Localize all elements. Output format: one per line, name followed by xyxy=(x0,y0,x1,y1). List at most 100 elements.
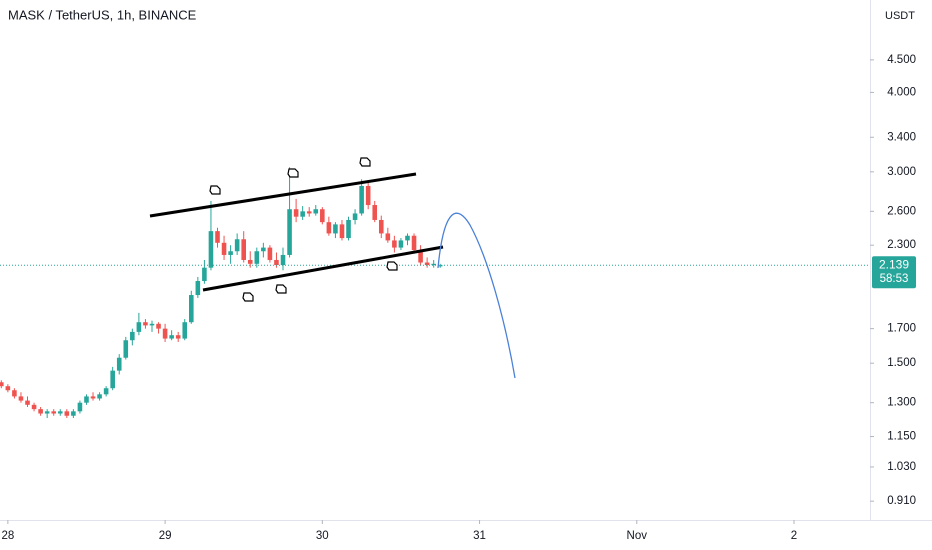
currency-label: USDT xyxy=(885,10,915,22)
y-tick-label: 2.300 xyxy=(887,239,916,251)
candle-body xyxy=(103,388,109,395)
candle-body xyxy=(97,394,102,399)
candle-body xyxy=(418,250,423,263)
candle-body xyxy=(247,259,253,264)
candle-body xyxy=(57,411,63,414)
projection-curve xyxy=(437,212,516,379)
candles xyxy=(0,167,443,418)
hand-icon xyxy=(386,261,398,271)
candle-body xyxy=(38,409,43,414)
last-price-label: 2.139 xyxy=(879,257,909,271)
y-tick-label: 4.500 xyxy=(887,54,916,66)
candle-body xyxy=(116,357,122,371)
x-tick-label: Nov xyxy=(627,530,648,542)
candle-body xyxy=(267,247,273,260)
candle-body xyxy=(0,382,4,387)
candle-body xyxy=(175,335,181,339)
candle-body xyxy=(221,242,227,255)
chart-title: MASK / TetherUS, 1h, BINANCE xyxy=(8,7,197,22)
x-tick-label: 2 xyxy=(791,530,797,542)
candle-body xyxy=(110,370,115,389)
candle-body xyxy=(346,219,351,239)
hand-icon xyxy=(275,284,287,294)
y-tick-label: 1.030 xyxy=(887,461,916,473)
candle-body xyxy=(169,335,174,339)
candle-body xyxy=(326,222,332,234)
candle-body xyxy=(352,213,358,220)
candle-body xyxy=(90,396,96,399)
candle-body xyxy=(274,259,279,266)
candle-body xyxy=(149,323,155,326)
candle-body xyxy=(339,224,345,239)
x-tick-label: 29 xyxy=(159,530,172,542)
candle-body xyxy=(372,205,378,220)
upper-trendline xyxy=(149,172,417,218)
candle-body xyxy=(189,295,194,323)
y-tick-label: 1.300 xyxy=(887,397,916,409)
candle-body xyxy=(313,209,319,214)
hand-icon xyxy=(242,292,254,302)
candle-body xyxy=(18,396,24,401)
candle-body xyxy=(241,239,246,260)
candle-body xyxy=(333,224,338,234)
candle-body xyxy=(424,262,430,266)
candle-body xyxy=(130,331,135,341)
candle-body xyxy=(405,235,410,241)
candle-body xyxy=(31,404,37,410)
y-tick-label: 1.700 xyxy=(887,323,916,335)
last-price-box xyxy=(872,256,916,289)
x-tick-label: 31 xyxy=(473,530,486,542)
candle-body xyxy=(385,233,391,241)
candle-body xyxy=(359,185,364,214)
candle-body xyxy=(411,235,417,251)
lower-trendline xyxy=(202,245,444,292)
y-tick-label: 2.600 xyxy=(887,205,916,217)
candle-body xyxy=(287,209,292,255)
y-tick-label: 0.910 xyxy=(887,495,916,507)
x-tick-label: 30 xyxy=(316,530,329,542)
y-tick-label: 3.400 xyxy=(887,131,916,143)
candle-body xyxy=(84,396,89,403)
candle-body xyxy=(156,323,161,329)
hand-icons xyxy=(209,157,398,302)
candle-body xyxy=(182,322,188,339)
candle-body xyxy=(234,239,240,252)
candle-body xyxy=(261,247,266,252)
candle-body xyxy=(228,251,233,255)
candle-body xyxy=(136,322,142,332)
candle-body xyxy=(320,209,325,223)
candle-body xyxy=(44,411,50,414)
candle-body xyxy=(392,240,397,248)
candle-body xyxy=(123,340,129,358)
candle-body xyxy=(51,411,57,414)
x-tick-label: 28 xyxy=(1,530,14,542)
candle-body xyxy=(293,209,299,217)
candle-body xyxy=(71,411,76,416)
candle-body xyxy=(280,254,286,266)
y-tick-label: 1.150 xyxy=(887,431,916,443)
candle-body xyxy=(202,267,207,282)
candle-body xyxy=(300,211,305,217)
candle-body xyxy=(431,263,436,266)
hand-icon xyxy=(287,168,299,178)
candle-body xyxy=(398,240,404,248)
hand-icon xyxy=(359,157,371,167)
candle-body xyxy=(162,328,168,339)
candle-body xyxy=(208,231,214,268)
candle-body xyxy=(215,231,220,243)
candle-body xyxy=(12,390,17,397)
countdown-label: 58:53 xyxy=(880,273,909,285)
candle-body xyxy=(365,185,371,206)
candle-body xyxy=(25,400,30,405)
candle-body xyxy=(306,211,312,214)
y-tick-label: 3.000 xyxy=(887,166,916,178)
candle-body xyxy=(195,281,201,296)
candle-body xyxy=(64,411,70,416)
candle-body xyxy=(143,322,148,326)
candle-body xyxy=(254,251,260,264)
candle-body xyxy=(378,219,384,234)
hand-icon xyxy=(209,185,221,195)
y-tick-label: 1.500 xyxy=(887,357,916,369)
